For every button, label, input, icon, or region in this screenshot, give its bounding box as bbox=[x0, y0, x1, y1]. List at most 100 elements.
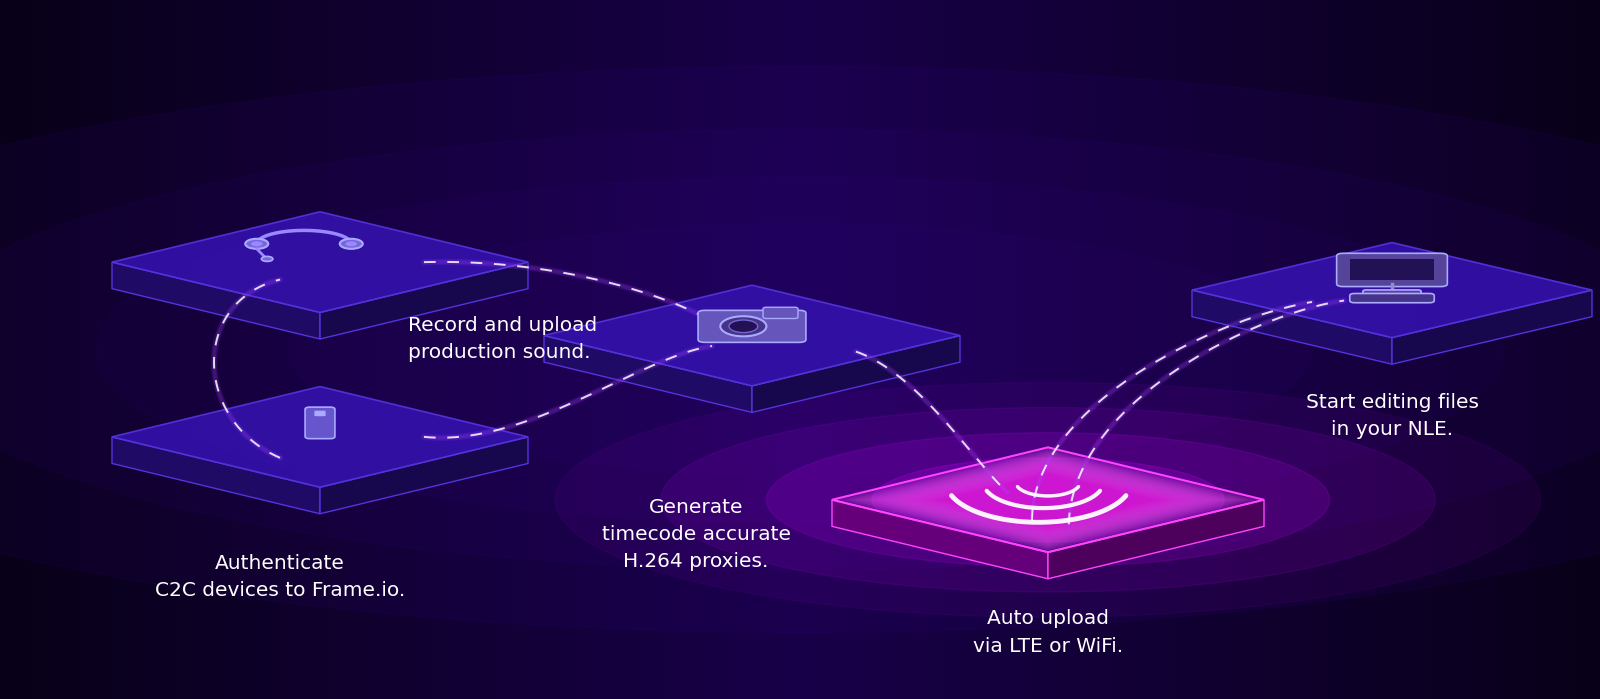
Bar bbox=[976, 0, 984, 699]
Polygon shape bbox=[1392, 290, 1592, 364]
Text: Authenticate
C2C devices to Frame.io.: Authenticate C2C devices to Frame.io. bbox=[155, 554, 405, 600]
Polygon shape bbox=[870, 456, 1226, 543]
Bar bbox=[1544, 0, 1552, 699]
Bar bbox=[824, 0, 832, 699]
Bar bbox=[1304, 0, 1312, 699]
Bar bbox=[1120, 0, 1128, 699]
Bar bbox=[664, 0, 672, 699]
Polygon shape bbox=[1048, 500, 1264, 579]
Bar bbox=[16, 0, 24, 699]
Bar bbox=[48, 0, 56, 699]
Bar bbox=[384, 0, 392, 699]
Bar bbox=[408, 0, 416, 699]
Bar bbox=[448, 0, 456, 699]
Bar bbox=[1584, 0, 1592, 699]
Bar bbox=[1320, 0, 1328, 699]
Bar bbox=[752, 0, 760, 699]
Bar bbox=[1416, 0, 1424, 699]
Bar bbox=[1408, 0, 1416, 699]
Bar bbox=[472, 0, 480, 699]
Bar bbox=[392, 0, 400, 699]
Bar bbox=[1512, 0, 1520, 699]
Bar bbox=[1224, 0, 1232, 699]
Polygon shape bbox=[112, 437, 320, 514]
Text: Auto upload
via LTE or WiFi.: Auto upload via LTE or WiFi. bbox=[973, 610, 1123, 656]
Bar bbox=[456, 0, 464, 699]
FancyBboxPatch shape bbox=[314, 410, 326, 416]
Bar bbox=[1112, 0, 1120, 699]
Bar bbox=[1344, 0, 1352, 699]
Polygon shape bbox=[832, 500, 1048, 579]
Bar bbox=[608, 0, 616, 699]
Ellipse shape bbox=[766, 433, 1330, 567]
Bar bbox=[360, 0, 368, 699]
Bar bbox=[728, 0, 736, 699]
Bar bbox=[960, 0, 968, 699]
Polygon shape bbox=[544, 336, 752, 412]
Bar bbox=[1104, 0, 1112, 699]
FancyBboxPatch shape bbox=[1336, 253, 1448, 287]
Bar bbox=[1440, 0, 1448, 699]
Bar bbox=[880, 0, 888, 699]
Polygon shape bbox=[1192, 290, 1392, 364]
Bar bbox=[1280, 0, 1288, 699]
Bar bbox=[696, 0, 704, 699]
Bar bbox=[1168, 0, 1176, 699]
Bar bbox=[1048, 0, 1056, 699]
Polygon shape bbox=[878, 459, 1218, 541]
Polygon shape bbox=[901, 464, 1195, 535]
Bar bbox=[1560, 0, 1568, 699]
Circle shape bbox=[251, 241, 262, 246]
Bar bbox=[1504, 0, 1512, 699]
Bar bbox=[952, 0, 960, 699]
Bar bbox=[512, 0, 520, 699]
Bar bbox=[672, 0, 680, 699]
Bar bbox=[1056, 0, 1064, 699]
Circle shape bbox=[245, 239, 269, 249]
Bar bbox=[968, 0, 976, 699]
FancyBboxPatch shape bbox=[763, 308, 798, 319]
Bar bbox=[1016, 0, 1024, 699]
Bar bbox=[1080, 0, 1088, 699]
Polygon shape bbox=[1192, 243, 1592, 338]
Polygon shape bbox=[544, 285, 960, 386]
Bar bbox=[1376, 0, 1384, 699]
Bar bbox=[832, 0, 840, 699]
Circle shape bbox=[730, 320, 758, 333]
Bar bbox=[760, 0, 768, 699]
Bar bbox=[656, 0, 664, 699]
Bar bbox=[1480, 0, 1488, 699]
Bar bbox=[1392, 0, 1400, 699]
Polygon shape bbox=[832, 447, 1264, 552]
FancyBboxPatch shape bbox=[1350, 259, 1434, 280]
Bar bbox=[1248, 0, 1256, 699]
Bar bbox=[248, 0, 256, 699]
Circle shape bbox=[261, 257, 274, 261]
Bar bbox=[944, 0, 952, 699]
Bar bbox=[912, 0, 920, 699]
Polygon shape bbox=[854, 453, 1242, 547]
Bar bbox=[1128, 0, 1136, 699]
Bar bbox=[296, 0, 304, 699]
Bar bbox=[1176, 0, 1184, 699]
Polygon shape bbox=[941, 474, 1155, 526]
Bar bbox=[1200, 0, 1208, 699]
Bar bbox=[1272, 0, 1280, 699]
Bar bbox=[200, 0, 208, 699]
FancyBboxPatch shape bbox=[698, 310, 806, 343]
Bar bbox=[704, 0, 712, 699]
Bar bbox=[1576, 0, 1584, 699]
Bar bbox=[1000, 0, 1008, 699]
Bar bbox=[272, 0, 280, 699]
Ellipse shape bbox=[555, 382, 1541, 617]
Bar bbox=[576, 0, 584, 699]
Bar bbox=[536, 0, 544, 699]
Bar bbox=[0, 0, 8, 699]
Text: Generate
timecode accurate
H.264 proxies.: Generate timecode accurate H.264 proxies… bbox=[602, 498, 790, 572]
Bar bbox=[1456, 0, 1464, 699]
Bar bbox=[128, 0, 136, 699]
Text: Record and upload
production sound.: Record and upload production sound. bbox=[408, 316, 597, 362]
Bar bbox=[712, 0, 720, 699]
Bar bbox=[1240, 0, 1248, 699]
Ellipse shape bbox=[0, 66, 1600, 633]
